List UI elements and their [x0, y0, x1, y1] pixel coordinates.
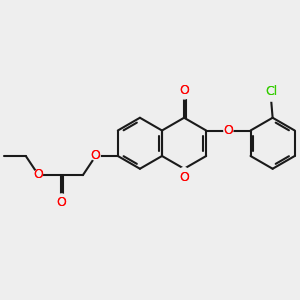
Text: Cl: Cl [265, 85, 277, 98]
Text: O: O [56, 196, 66, 209]
Text: O: O [91, 149, 100, 163]
Text: O: O [91, 149, 100, 163]
Ellipse shape [264, 93, 278, 101]
Text: O: O [179, 84, 189, 97]
Text: Cl: Cl [265, 85, 277, 98]
Text: O: O [179, 171, 189, 184]
Ellipse shape [91, 152, 100, 160]
Text: O: O [224, 124, 233, 137]
Ellipse shape [180, 91, 189, 99]
Ellipse shape [33, 170, 42, 179]
Ellipse shape [57, 194, 66, 202]
Text: O: O [179, 171, 189, 184]
Text: O: O [33, 168, 43, 181]
Text: O: O [179, 84, 189, 97]
Text: O: O [33, 168, 43, 181]
Ellipse shape [180, 167, 189, 176]
Ellipse shape [224, 126, 233, 135]
Text: O: O [56, 196, 66, 209]
Text: O: O [224, 124, 233, 137]
